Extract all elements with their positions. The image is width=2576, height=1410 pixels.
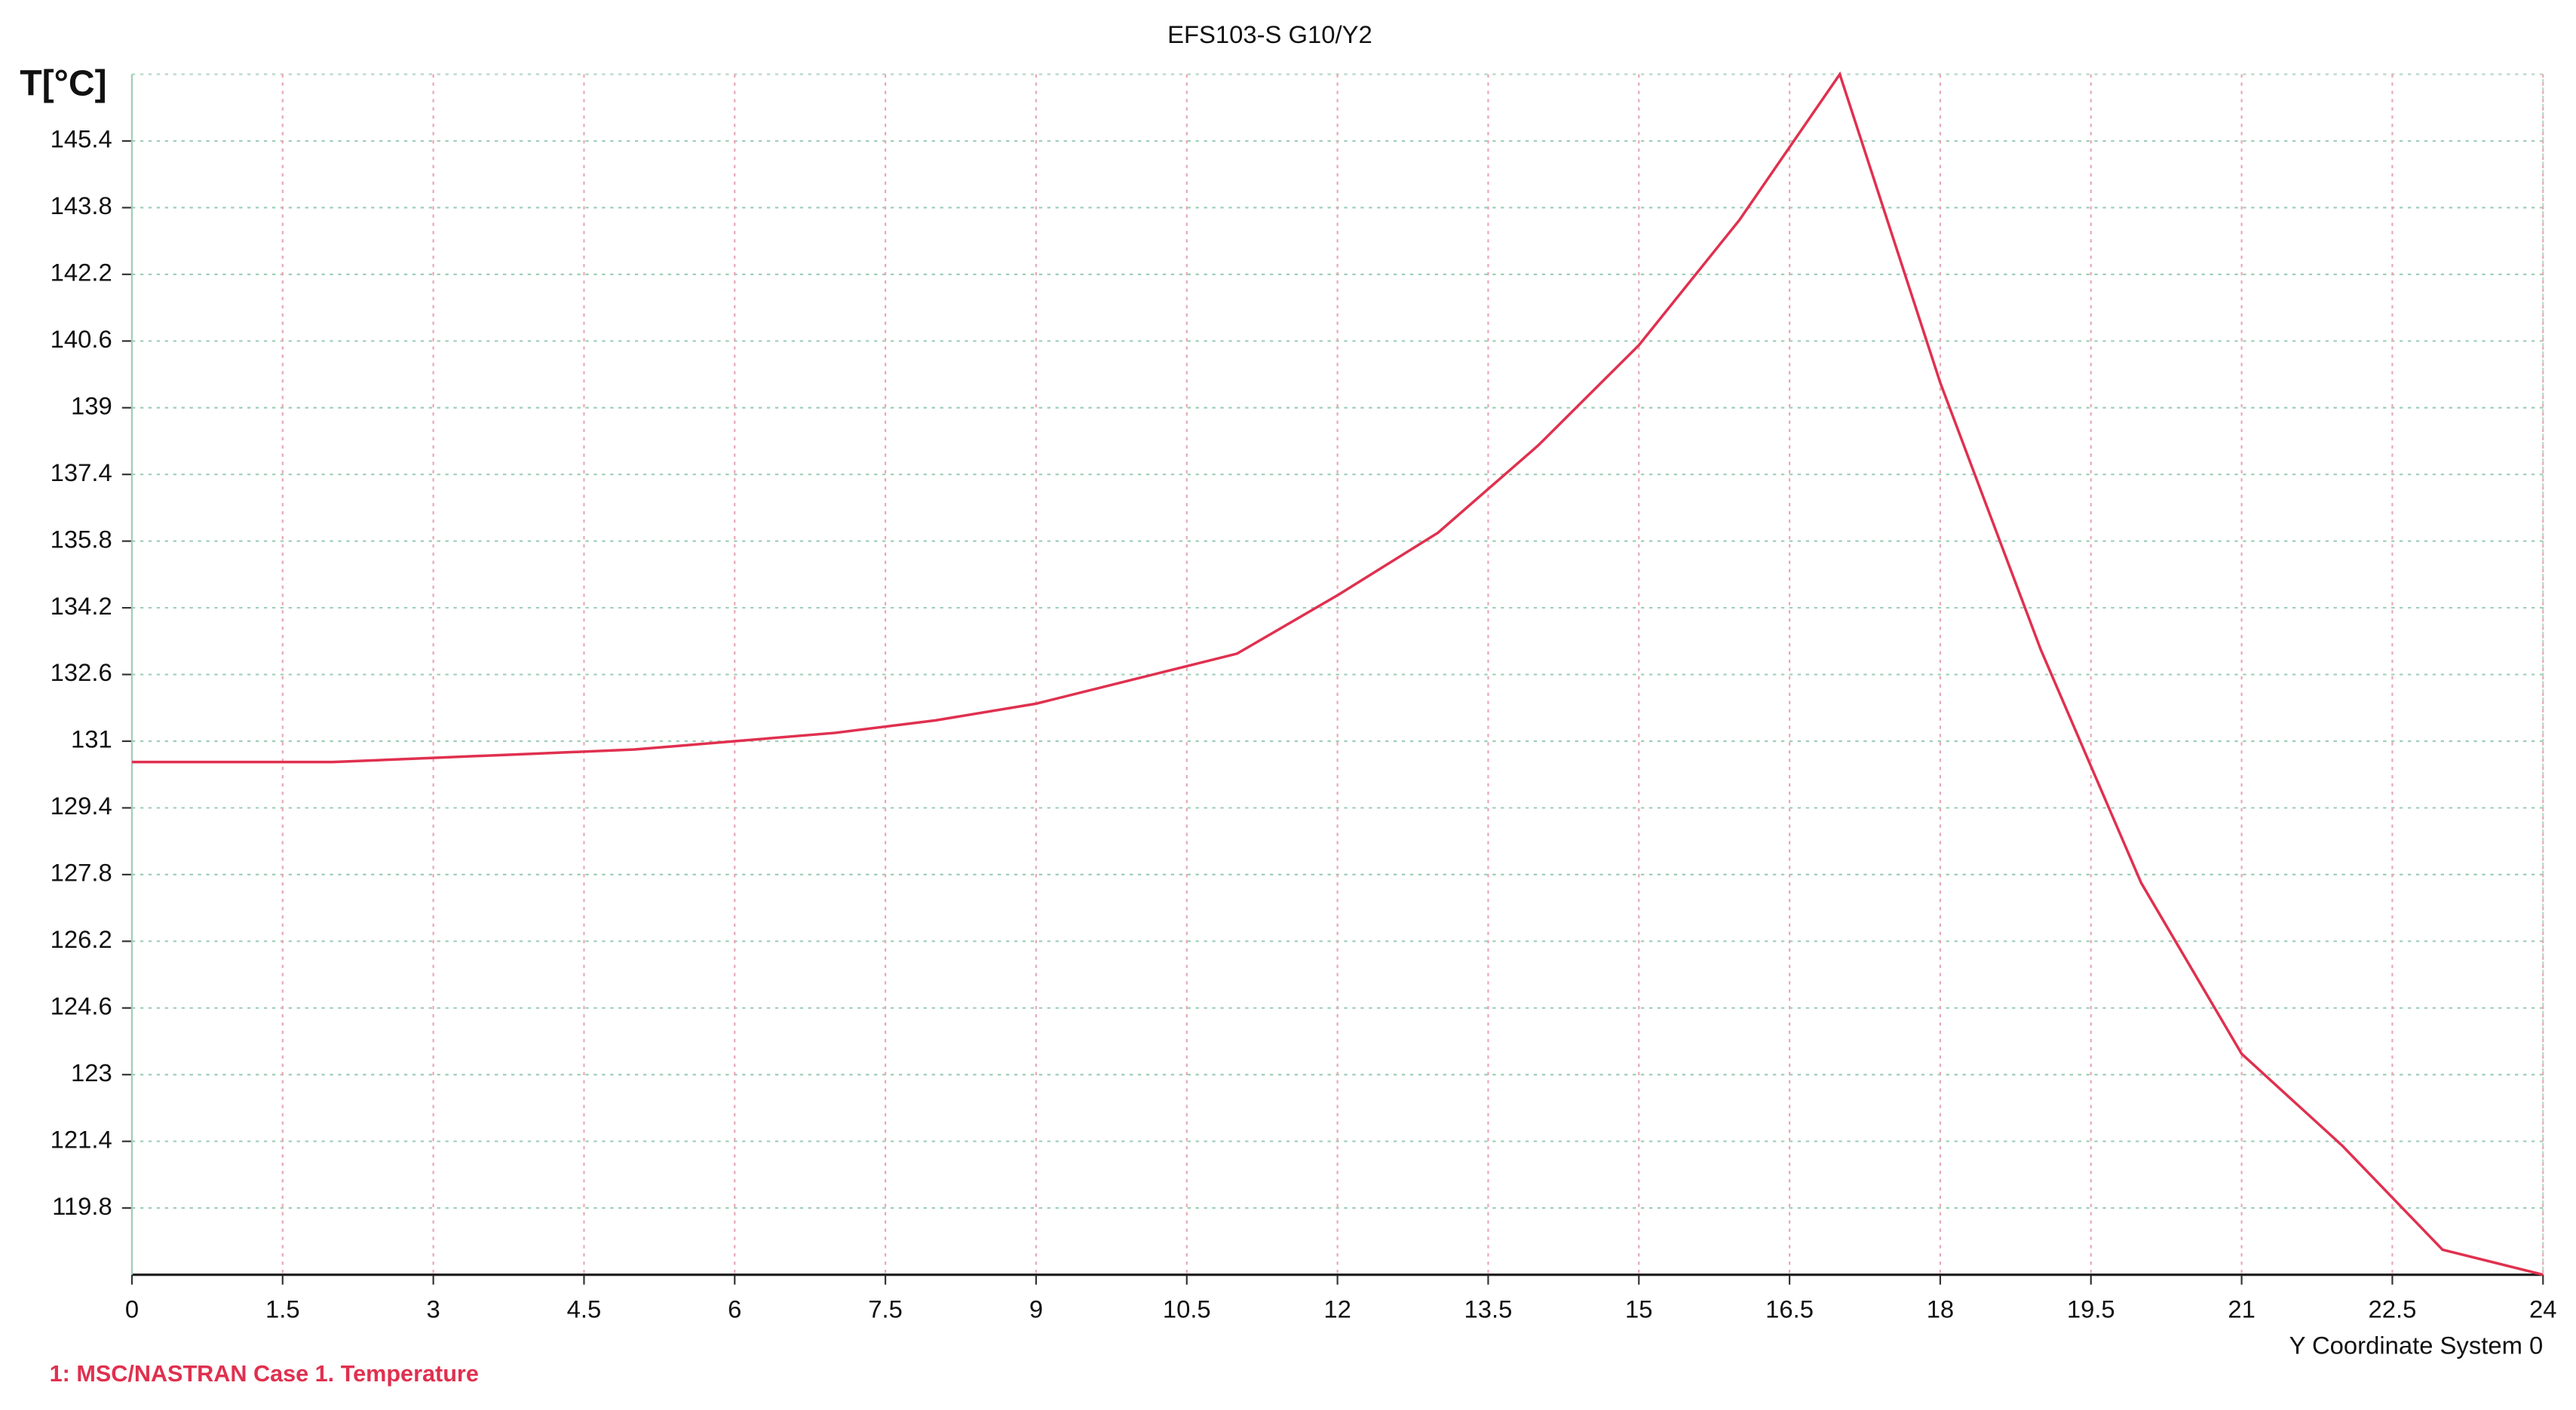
x-tick-label: 0 (125, 1295, 139, 1323)
x-tick-label: 19.5 (2067, 1295, 2115, 1323)
y-tick-label: 134.2 (51, 592, 112, 620)
y-tick-label: 124.6 (51, 992, 112, 1019)
x-tick-label: 12 (1323, 1295, 1351, 1323)
y-tick-label: 143.8 (51, 192, 112, 219)
x-tick-label: 9 (1029, 1295, 1043, 1323)
y-tick-label: 126.2 (51, 925, 112, 953)
x-tick-label: 1.5 (265, 1295, 300, 1323)
y-axis-label: T[°C] (20, 63, 106, 104)
x-tick-label: 7.5 (868, 1295, 903, 1323)
y-tick-label: 145.4 (51, 125, 112, 153)
data-line (131, 71, 2544, 1277)
x-tick-label: 24 (2529, 1295, 2556, 1323)
y-tick-label: 132.6 (51, 658, 112, 686)
y-tick-label: 140.6 (51, 325, 112, 353)
y-tick-label: 119.8 (52, 1192, 112, 1220)
x-tick-label: 18 (1927, 1295, 1954, 1323)
legend-entry: 1: MSC/NASTRAN Case 1. Temperature (50, 1361, 479, 1387)
y-tick-label: 131 (71, 725, 112, 753)
x-tick-label: 22.5 (2369, 1295, 2417, 1323)
chart-title: EFS103-S G10/Y2 (1167, 20, 1372, 48)
x-tick-label: 10.5 (1163, 1295, 1211, 1323)
x-tick-label: 16.5 (1765, 1295, 1814, 1323)
y-tick-label: 129.4 (51, 792, 112, 820)
x-tick-label: 3 (426, 1295, 440, 1323)
y-tick-label: 139 (71, 391, 112, 419)
x-tick-label: 15 (1625, 1295, 1652, 1323)
y-tick-label: 121.4 (51, 1125, 112, 1153)
y-tick-label: 127.8 (51, 859, 112, 887)
x-tick-label: 6 (728, 1295, 741, 1323)
x-tick-label: 21 (2228, 1295, 2255, 1323)
y-tick-label: 123 (71, 1059, 112, 1087)
y-tick-label: 142.2 (51, 259, 112, 287)
x-tick-label: 4.5 (567, 1295, 602, 1323)
y-tick-label: 135.8 (51, 525, 112, 553)
x-tick-label: 13.5 (1464, 1295, 1513, 1323)
y-tick-label: 137.4 (51, 458, 112, 486)
x-axis-label: Y Coordinate System 0 (2289, 1331, 2544, 1359)
